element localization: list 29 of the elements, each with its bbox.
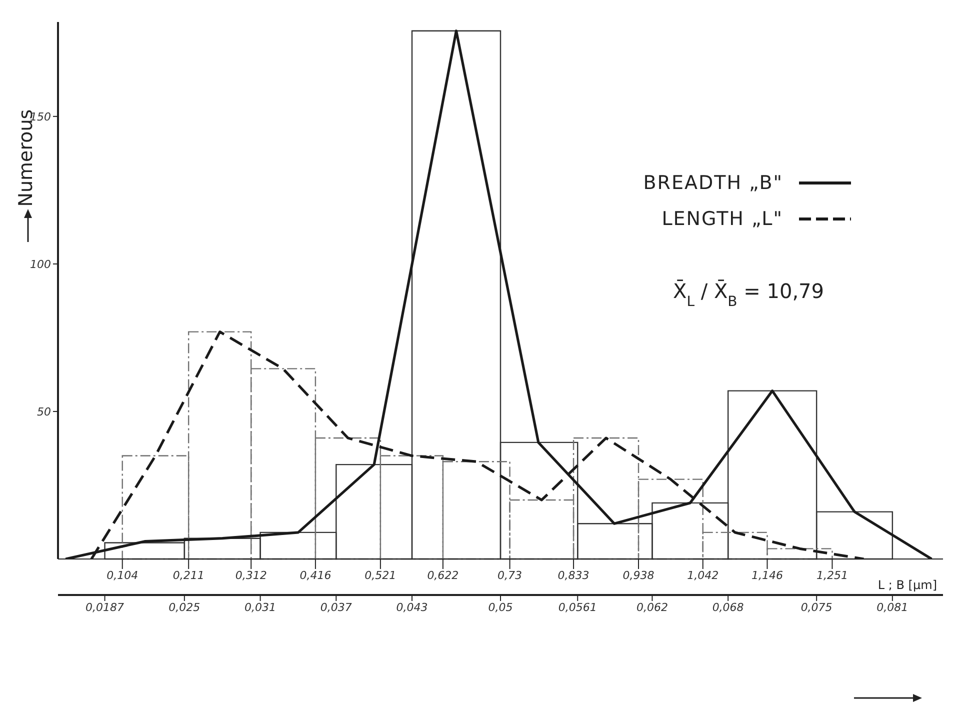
x-tick-label: 1,042 — [687, 568, 719, 582]
annotation: X̄$_{L}$ / X̄$_{B}$ = 10,79 — [673, 279, 824, 310]
y-tick-label: 50 — [37, 405, 51, 418]
x2-tick-label: 0,075 — [800, 600, 832, 614]
x2-tick-label: 0,037 — [320, 600, 352, 614]
x2-tick-label: 0,0561 — [558, 600, 597, 614]
x-tick-label: 1,251 — [816, 568, 848, 582]
x2-tick-label: 0,025 — [168, 600, 200, 614]
x-tick-label: 0,312 — [235, 568, 267, 582]
x-tick-label: 0,521 — [364, 568, 396, 582]
x2-tick-label: 0,031 — [244, 600, 276, 614]
x-tick-label: 1,146 — [751, 568, 783, 582]
x-tick-label: 0,833 — [558, 568, 590, 582]
y-tick-label: 100 — [30, 258, 51, 271]
x2-tick-label: 0,068 — [712, 600, 744, 614]
x-tick-label: 0,938 — [622, 568, 654, 582]
x-tick-label: 0,104 — [106, 568, 138, 582]
x-tick-label: 0,622 — [427, 568, 459, 582]
x2-tick-label: 0,062 — [636, 600, 668, 614]
x-tick-label: 0,211 — [172, 568, 204, 582]
x2-tick-label: 0,05 — [488, 600, 513, 614]
x-axis-title: L ; B [µm] — [878, 578, 937, 592]
x-tick-label: 0,73 — [498, 568, 522, 582]
x2-tick-label: 0,081 — [876, 600, 908, 614]
legend-label: LENGTH „L" — [662, 208, 783, 230]
x2-tick-label: 0,0187 — [86, 600, 124, 614]
x-tick-label: 0,416 — [300, 568, 332, 582]
legend-label: BREADTH „B" — [643, 172, 783, 194]
x2-tick-label: 0,043 — [396, 600, 428, 614]
